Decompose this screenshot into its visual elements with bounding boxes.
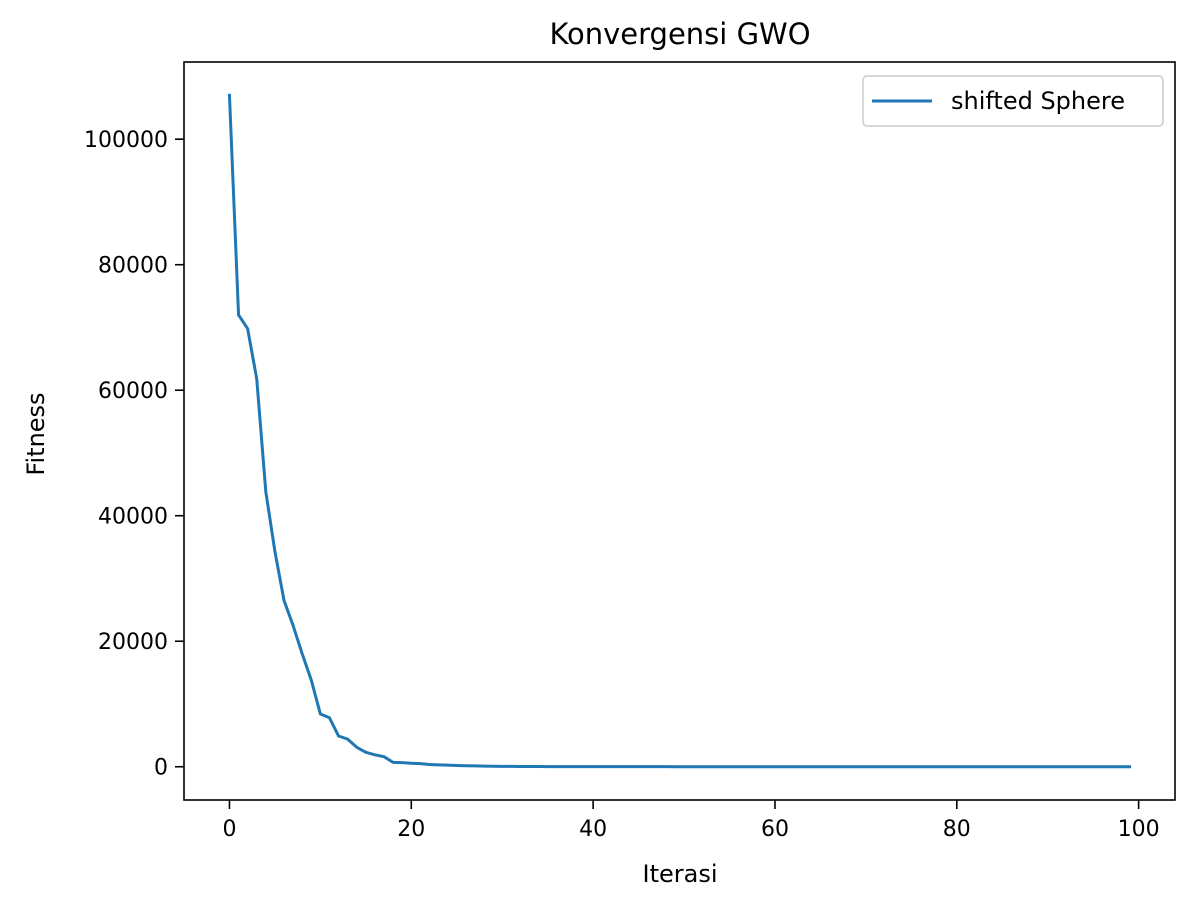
x-axis: 0 20 40 60 80 100	[222, 800, 1160, 842]
x-axis-label: Iterasi	[643, 860, 718, 888]
x-tick-label: 60	[761, 817, 789, 842]
plot-frame	[183, 61, 1176, 801]
plot-area	[184, 62, 1175, 800]
y-tick-label: 100000	[84, 128, 168, 153]
x-tick-label: 40	[579, 817, 607, 842]
legend-label: shifted Sphere	[951, 87, 1125, 115]
x-tick-label: 80	[943, 817, 971, 842]
y-tick-label: 80000	[98, 254, 168, 279]
chart-title: Konvergensi GWO	[549, 17, 810, 51]
y-tick-label: 0	[154, 756, 168, 781]
y-tick-label: 20000	[98, 630, 168, 655]
x-tick-label: 20	[397, 817, 425, 842]
x-tick-label: 0	[222, 817, 236, 842]
y-axis-label: Fitness	[22, 392, 50, 475]
series-layer	[227, 93, 1132, 769]
y-axis: 0 20000 40000 60000 80000 100000	[84, 128, 184, 781]
legend-frame	[862, 75, 1164, 127]
y-tick-label: 60000	[98, 379, 168, 404]
legend: shifted Sphere	[862, 75, 1164, 127]
x-tick-label: 100	[1118, 817, 1160, 842]
series-line	[227, 93, 1132, 769]
y-tick-label: 40000	[98, 505, 168, 530]
